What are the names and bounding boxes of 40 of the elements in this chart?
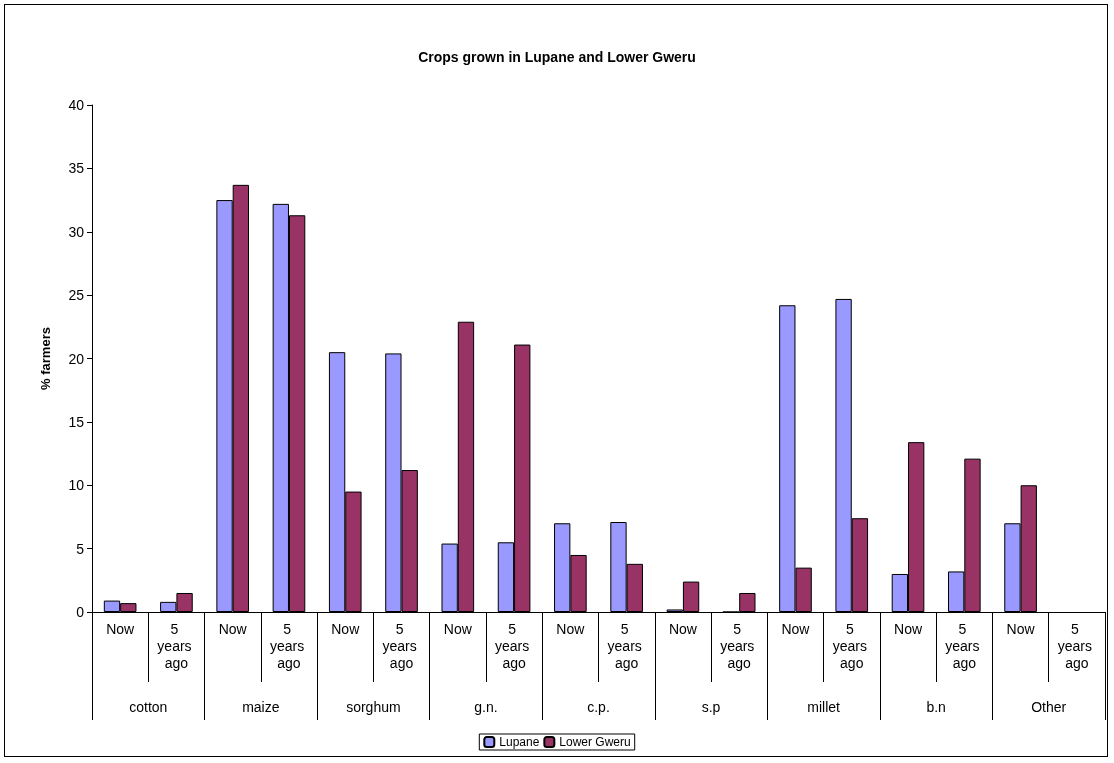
legend-label: Lower Gweru — [559, 735, 631, 749]
y-tick-label: 25 — [68, 287, 85, 304]
text: c.p. — [587, 699, 610, 715]
y-tick-label: 35 — [68, 160, 85, 177]
x-tick-label: 5 years ago — [945, 620, 984, 671]
y-tick-label: 20 — [68, 350, 85, 367]
y-tick-label: 40 — [68, 97, 85, 113]
x-tick-label: Now — [668, 620, 698, 637]
text: s.p — [701, 699, 721, 715]
x-tick-label: Now — [106, 620, 136, 637]
y-tick-label: 0 — [76, 604, 85, 620]
x-tick-label: 5 years ago — [1057, 620, 1096, 671]
x-tick-label: 5 years ago — [720, 620, 759, 671]
x-tick-label: Now — [556, 620, 586, 637]
text: Other — [1031, 699, 1067, 715]
y-axis-title: % farmers — [38, 327, 53, 390]
text: sorghum — [346, 699, 401, 715]
x-tick-label: Now — [331, 620, 361, 637]
y-tick-label: 15 — [68, 413, 85, 430]
x-tick-label: 5 years ago — [607, 620, 646, 671]
y-tick-label: 5 — [76, 540, 85, 557]
text: millet — [807, 699, 841, 715]
legend-label: Lupane — [499, 735, 540, 749]
x-tick-label: 5 years ago — [832, 620, 871, 671]
text: maize — [242, 699, 280, 715]
y-tick-label: 30 — [68, 223, 85, 240]
y-tick-label: 10 — [68, 477, 85, 494]
x-tick-label: Now — [781, 620, 811, 637]
x-tick-label: Now — [1006, 620, 1036, 637]
x-tick-label: Now — [218, 620, 248, 637]
x-tick-label: Now — [443, 620, 473, 637]
x-tick-label: 5 years ago — [382, 620, 421, 671]
x-tick-label: 5 years ago — [495, 620, 534, 671]
x-tick-label: 5 years ago — [157, 620, 196, 671]
x-tick-label: 5 years ago — [269, 620, 309, 671]
x-tick-label: Now — [894, 620, 923, 637]
text: cotton — [129, 699, 168, 715]
text: g.n. — [474, 699, 498, 715]
text: b.n — [926, 699, 946, 715]
chart-title: Crops grown in Lupane and Lower Gweru — [418, 49, 696, 65]
